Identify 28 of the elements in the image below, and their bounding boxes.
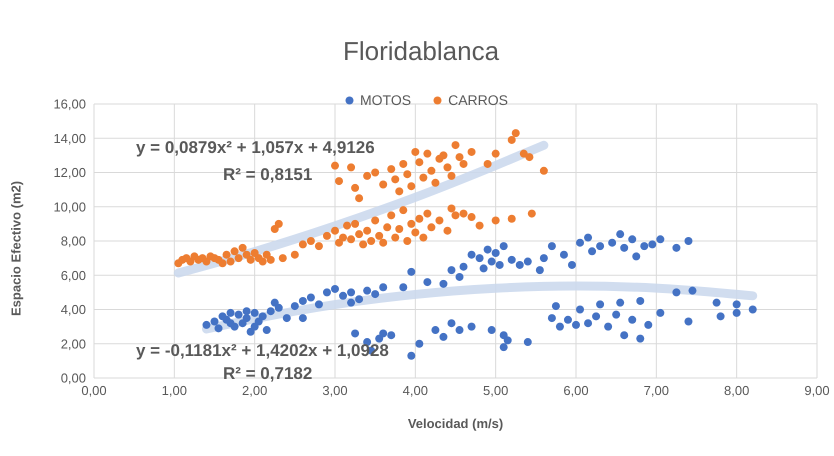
y-tick-label: 4,00 xyxy=(60,302,86,318)
y-tick-label: 0,00 xyxy=(60,370,86,386)
x-tick-label: 7,00 xyxy=(644,383,669,398)
annotation: R² = 0,7182 xyxy=(223,364,312,384)
y-tick-label: 10,00 xyxy=(53,199,86,214)
x-tick-label: 5,00 xyxy=(483,383,508,398)
y-axis-title: Espacio Efectivo (m2) xyxy=(8,180,24,316)
y-tick-label: 16,00 xyxy=(53,96,86,112)
x-axis-title: Velocidad (m/s) xyxy=(408,416,504,431)
y-tick-label: 12,00 xyxy=(53,165,86,180)
y-tick-label: 8,00 xyxy=(60,234,86,249)
x-tick-label: 0,00 xyxy=(81,383,107,398)
y-tick-label: 14,00 xyxy=(53,130,86,146)
legend-label: MOTOS xyxy=(359,92,412,108)
x-tick-label: 9,00 xyxy=(804,383,830,398)
x-tick-label: 4,00 xyxy=(402,383,428,398)
y-tick-label: 6,00 xyxy=(60,268,86,283)
y-tick-label: 2,00 xyxy=(60,336,86,352)
x-tick-label: 6,00 xyxy=(563,383,589,398)
annotation: R² = 0,8151 xyxy=(223,165,312,185)
x-tick-label: 2,00 xyxy=(242,383,268,398)
x-tick-label: 3,00 xyxy=(322,383,348,398)
annotation: y = -0,1181x² + 1,4202x + 1,0928 xyxy=(136,341,389,361)
legend-label: CARROS xyxy=(447,92,508,108)
annotation: y = 0,0879x² + 1,057x + 4,9126 xyxy=(136,138,375,158)
x-tick-label: 1,00 xyxy=(162,383,187,398)
chart-title: Floridablanca xyxy=(342,36,500,67)
x-tick-label: 8,00 xyxy=(724,383,750,398)
